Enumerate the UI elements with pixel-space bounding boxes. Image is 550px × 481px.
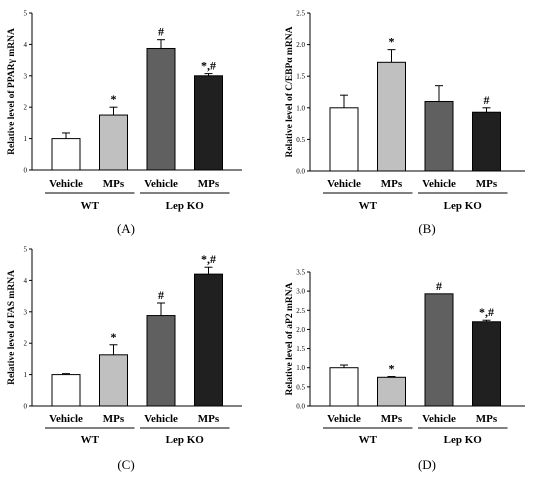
group-label: Lep KO <box>444 200 483 212</box>
y-tick-label: 2.0 <box>296 326 305 334</box>
group-label: WT <box>359 200 378 212</box>
y-tick-label: 2.5 <box>296 307 305 315</box>
bar <box>146 47 176 171</box>
x-tick-label: MPs <box>476 413 498 425</box>
group-label: WT <box>81 434 100 446</box>
x-tick-label: Vehicle <box>144 413 178 425</box>
y-tick-label: 3.5 <box>296 269 305 277</box>
significance-mark: # <box>158 25 164 39</box>
y-tick-label: 3 <box>24 72 28 80</box>
y-tick-label: 1 <box>24 135 28 143</box>
y-tick-label: 5 <box>24 246 28 254</box>
y-tick-label: 0.0 <box>296 168 305 176</box>
panel-label: (A) <box>117 221 135 236</box>
x-tick-label: MPs <box>381 178 403 190</box>
y-axis-label: Relative level of aP2 mRNA <box>285 282 295 395</box>
y-tick-label: 3.0 <box>296 288 305 296</box>
group-label: Lep KO <box>166 200 205 212</box>
x-tick-label: Vehicle <box>49 413 83 425</box>
significance-mark: *,# <box>201 59 216 73</box>
y-tick-label: 1.0 <box>296 104 305 112</box>
y-tick-label: 4 <box>24 41 28 49</box>
y-tick-label: 2.5 <box>296 10 305 18</box>
x-tick-label: Vehicle <box>327 178 361 190</box>
bar <box>472 111 501 172</box>
panel-label: (C) <box>117 457 134 472</box>
significance-mark: * <box>389 35 395 49</box>
group-label: Lep KO <box>444 434 483 446</box>
x-tick-label: MPs <box>476 178 498 190</box>
bar <box>194 75 223 171</box>
y-tick-label: 1.5 <box>296 73 305 81</box>
bar <box>146 315 176 407</box>
bar <box>424 100 454 172</box>
y-tick-label: 1.0 <box>296 364 305 372</box>
group-label: WT <box>359 434 378 446</box>
significance-mark: # <box>484 93 490 107</box>
x-tick-label: MPs <box>103 178 125 190</box>
y-tick-label: 4 <box>24 277 28 285</box>
significance-mark: * <box>111 92 117 106</box>
significance-mark: * <box>389 362 395 376</box>
chart-panel-c: 0 1 2 3 4 5 Relative level of FAS mRNA Vehicle *… <box>7 246 242 472</box>
x-tick-label: MPs <box>198 178 220 190</box>
bar <box>329 367 359 407</box>
y-tick-label: 0.5 <box>296 136 305 144</box>
panel-label: (D) <box>418 457 436 472</box>
significance-mark: *,# <box>479 305 494 319</box>
significance-mark: # <box>158 288 164 302</box>
bar <box>377 376 406 407</box>
bar <box>99 114 128 171</box>
bar <box>472 321 501 407</box>
bar <box>329 107 359 172</box>
x-tick-label: Vehicle <box>422 413 456 425</box>
group-label: WT <box>81 200 100 212</box>
y-tick-label: 2 <box>24 104 28 112</box>
y-axis-label: Relative level of C/EBPα mRNA <box>285 26 295 157</box>
x-tick-label: MPs <box>198 413 220 425</box>
x-tick-label: Vehicle <box>422 178 456 190</box>
y-tick-label: 1 <box>24 371 28 379</box>
y-tick-label: 0 <box>24 403 28 411</box>
x-tick-label: Vehicle <box>327 413 361 425</box>
y-tick-label: 2 <box>24 340 28 348</box>
bar <box>51 374 81 407</box>
panel-label: (B) <box>418 221 435 236</box>
significance-mark: # <box>436 279 442 293</box>
y-axis-label: Relative level of FAS mRNA <box>7 270 17 385</box>
y-tick-label: 3 <box>24 308 28 316</box>
chart-panel-a: 0 1 2 3 4 5 Relative level of PPARγ mRNA Vehicl… <box>7 10 242 236</box>
y-tick-label: 1.5 <box>296 345 305 353</box>
group-label: Lep KO <box>166 434 205 446</box>
x-tick-label: MPs <box>103 413 125 425</box>
bar <box>194 273 223 407</box>
bar <box>424 293 454 407</box>
x-tick-label: Vehicle <box>49 178 83 190</box>
y-tick-label: 5 <box>24 10 28 18</box>
y-tick-label: 2.0 <box>296 41 305 49</box>
y-tick-label: 0.5 <box>296 383 305 391</box>
significance-mark: *,# <box>201 252 216 266</box>
bar <box>99 354 128 407</box>
x-tick-label: Vehicle <box>144 178 178 190</box>
y-axis-label: Relative level of PPARγ mRNA <box>7 28 17 155</box>
bar <box>377 61 406 172</box>
bar <box>51 138 81 171</box>
y-tick-label: 0.0 <box>296 403 305 411</box>
y-tick-label: 0 <box>24 167 28 175</box>
significance-mark: * <box>111 330 117 344</box>
x-tick-label: MPs <box>381 413 403 425</box>
